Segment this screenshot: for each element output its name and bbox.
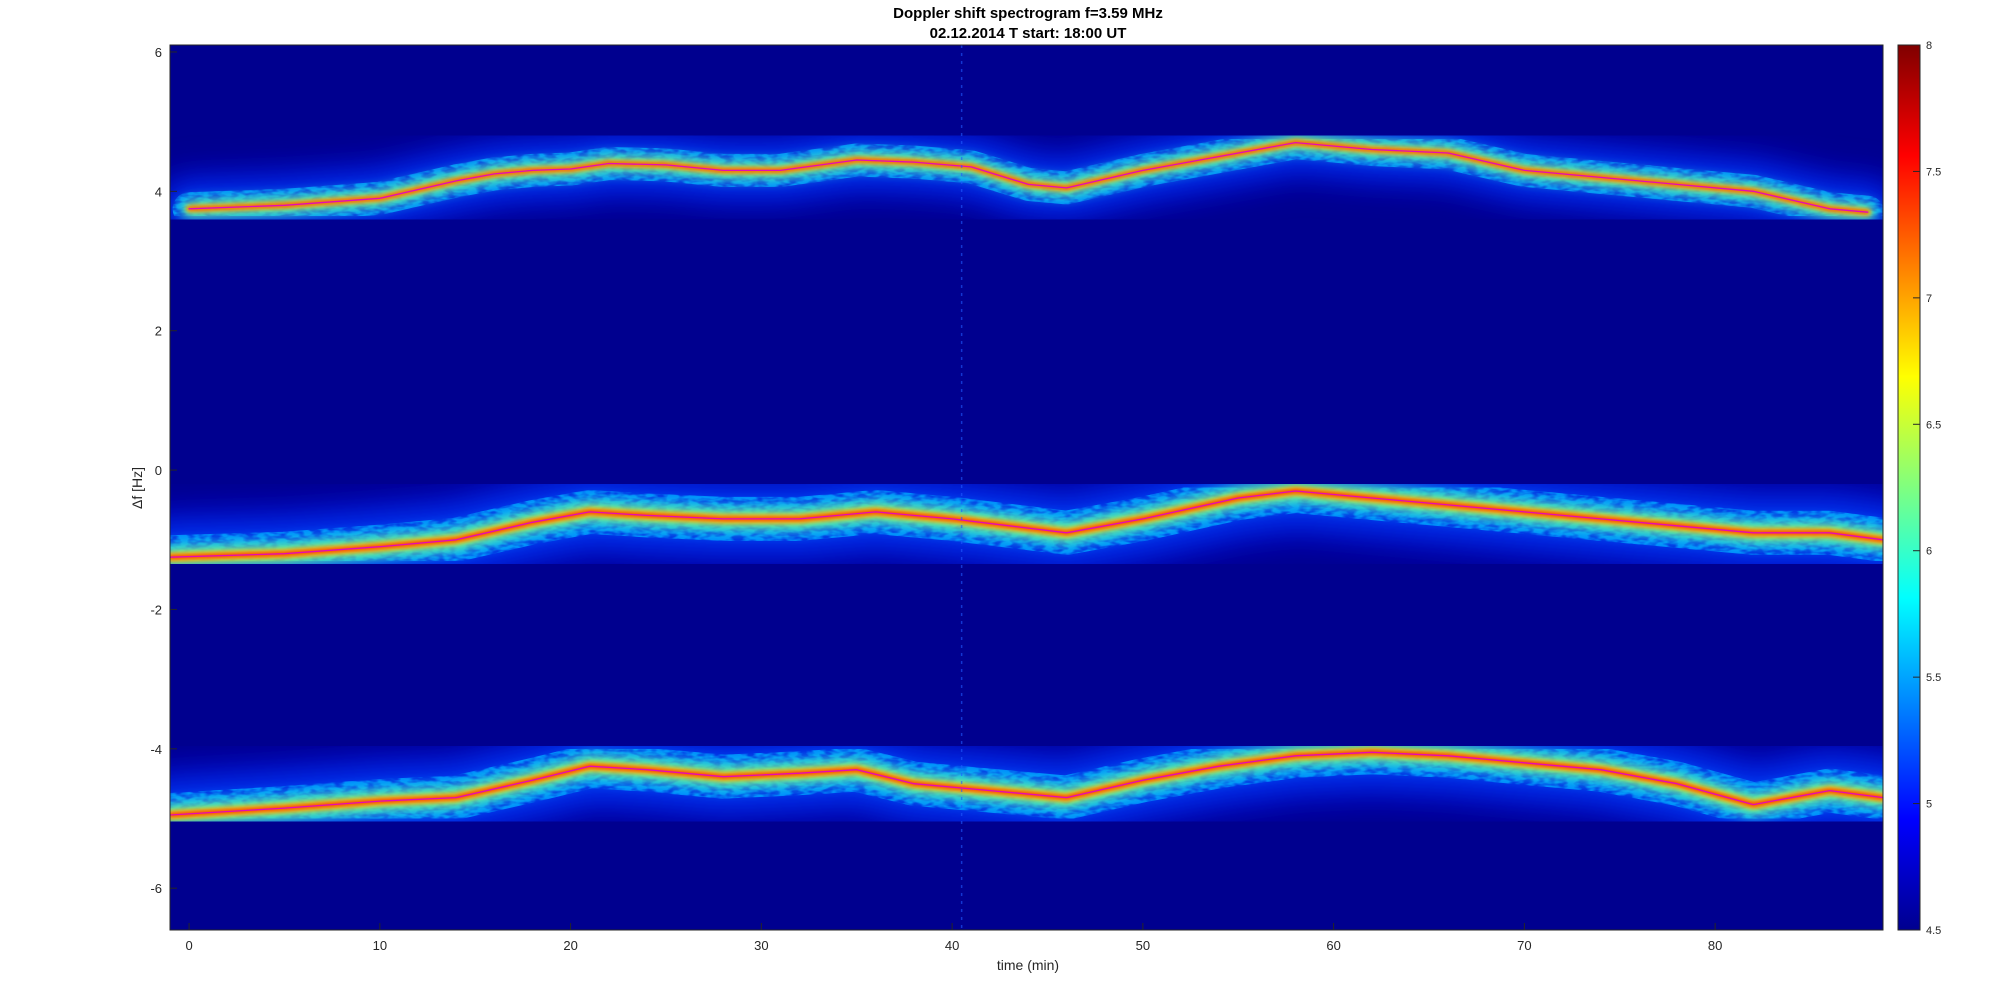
y-axis: 6 4 2 0 -2 -4 -6: [150, 45, 177, 896]
x-tick-label: 40: [945, 938, 959, 953]
x-tick-label: 30: [754, 938, 768, 953]
colorbar-tick-label: 6: [1926, 546, 1932, 558]
x-axis-label: time (min): [997, 957, 1059, 973]
colorbar-gradient: [1897, 44, 1921, 931]
y-tick-label: 2: [155, 324, 162, 339]
y-tick-label: -6: [150, 881, 162, 896]
colorbar-tick-label: 7.5: [1926, 166, 1941, 178]
colorbar-ticks: 8 7.5 7 6.5 6 5.5 5 4.5: [1913, 40, 1941, 937]
y-tick-label: -2: [150, 602, 162, 617]
colorbar-tick-label: 5: [1926, 799, 1932, 811]
y-axis-label: Δf [Hz]: [129, 467, 145, 509]
plot-area: [169, 44, 1884, 931]
colorbar: 8 7.5 7 6.5 6 5.5 5 4.5: [1897, 40, 1941, 937]
signal-traces: [170, 45, 1883, 930]
trace-layer: [170, 490, 1883, 558]
x-axis: 0 10 20 30 40 50 60 70 80: [185, 923, 1722, 953]
x-tick-label: 60: [1326, 938, 1340, 953]
x-tick-label: 10: [373, 938, 387, 953]
colorbar-tick-label: 8: [1926, 40, 1932, 52]
colorbar-tick-label: 4.5: [1926, 925, 1941, 937]
trace-layer: [170, 751, 1883, 816]
trace-1: [170, 101, 1883, 254]
y-tick-label: 6: [155, 45, 162, 60]
chart-subtitle: 02.12.2014 T start: 18:00 UT: [930, 25, 1127, 42]
trace-3: [170, 697, 1883, 870]
trace-2: [170, 436, 1883, 613]
y-tick-label: 0: [155, 463, 162, 478]
x-tick-label: 0: [185, 938, 192, 953]
colorbar-tick-label: 6.5: [1926, 419, 1941, 431]
y-tick-label: -4: [150, 742, 162, 757]
x-tick-label: 20: [563, 938, 577, 953]
y-tick-label: 4: [155, 184, 162, 199]
chart-title: Doppler shift spectrogram f=3.59 MHz: [893, 5, 1163, 22]
colorbar-tick-label: 7: [1926, 293, 1932, 305]
colorbar-tick-label: 5.5: [1926, 672, 1941, 684]
x-tick-label: 80: [1708, 938, 1722, 953]
plot-frame: [169, 44, 1884, 931]
trace-layer: [188, 141, 1869, 213]
x-tick-label: 50: [1136, 938, 1150, 953]
x-tick-label: 70: [1517, 938, 1531, 953]
